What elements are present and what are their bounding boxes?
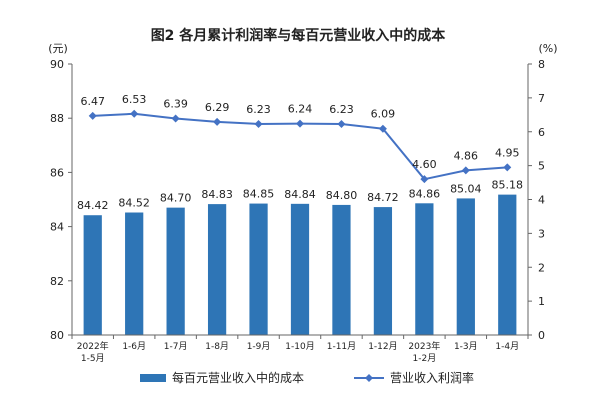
line-data-label: 6.47 xyxy=(80,95,105,108)
line-marker xyxy=(337,119,346,128)
right-tick-label: 6 xyxy=(538,126,545,139)
line-series xyxy=(88,109,512,184)
x-tick-label: 2022年 xyxy=(77,340,109,352)
right-tick-label: 5 xyxy=(538,160,545,173)
line-data-label: 4.60 xyxy=(412,158,437,171)
line-data-label: 6.24 xyxy=(288,103,313,116)
line-marker xyxy=(213,117,222,126)
x-tick-label: 1-11月 xyxy=(327,341,356,352)
right-tick-label: 3 xyxy=(538,227,545,240)
bar xyxy=(415,203,434,335)
x-tick-label: 1-9月 xyxy=(247,341,271,352)
x-tick-label: 1-2月 xyxy=(413,353,437,364)
bar xyxy=(290,203,310,335)
line-marker xyxy=(296,119,304,128)
left-tick-label: 80 xyxy=(50,329,64,342)
legend: 每百元营业收入中的成本 营业收入利润率 xyxy=(140,370,474,385)
bar-data-labels: 84.42 84.52 84.70 84.83 84.85 84.84 84.80 84.72… xyxy=(77,179,523,213)
line-data-label: 6.39 xyxy=(163,98,188,111)
legend-bar-swatch xyxy=(140,374,166,382)
bar-data-label: 84.85 xyxy=(243,188,275,201)
bar-data-label: 85.18 xyxy=(492,179,524,192)
line-data-label: 6.09 xyxy=(371,108,396,121)
bar xyxy=(249,203,268,335)
line-marker xyxy=(461,166,470,175)
bar-series xyxy=(83,194,517,335)
x-tick-label: 1-6月 xyxy=(122,341,146,352)
bar xyxy=(166,207,185,335)
right-tick-label: 0 xyxy=(538,329,545,342)
left-tick-label: 88 xyxy=(50,112,64,125)
legend-bar-label: 每百元营业收入中的成本 xyxy=(172,370,304,385)
right-tick-label: 4 xyxy=(538,194,545,207)
bar-data-label: 84.84 xyxy=(284,188,316,201)
line-marker xyxy=(88,111,97,120)
line-marker xyxy=(420,175,429,184)
bar xyxy=(373,207,393,335)
left-tick-label: 84 xyxy=(50,221,64,234)
line-marker xyxy=(503,163,512,172)
bar xyxy=(83,215,102,335)
line-marker xyxy=(171,114,180,123)
x-tick-label: 1-12月 xyxy=(368,341,397,352)
line-data-label: 6.23 xyxy=(329,103,354,116)
bar-data-label: 85.04 xyxy=(450,182,482,195)
bar-data-label: 84.70 xyxy=(160,192,192,205)
x-tick-label: 1-5月 xyxy=(81,353,105,364)
line-marker xyxy=(254,119,263,128)
legend-line-marker xyxy=(365,374,373,382)
left-tick-label: 90 xyxy=(50,58,64,71)
line-data-labels: 6.47 6.53 6.39 6.29 6.23 6.24 6.23 6.09 4.60 4.86… xyxy=(80,93,519,171)
bar xyxy=(125,212,144,335)
x-tick-label: 1-7月 xyxy=(164,341,188,352)
bar xyxy=(207,204,227,335)
line-data-label: 6.23 xyxy=(246,103,271,116)
legend-line-label: 营业收入利润率 xyxy=(390,370,474,385)
left-axis-unit: (元) xyxy=(48,42,68,55)
x-tick-label: 1-3月 xyxy=(454,341,478,352)
right-axis-unit: (%) xyxy=(538,42,557,55)
bar-data-label: 84.42 xyxy=(77,199,109,212)
bar xyxy=(456,198,475,335)
bar-data-label: 84.86 xyxy=(409,187,441,200)
line-marker xyxy=(130,109,139,118)
x-tick-label: 1-8月 xyxy=(205,341,229,352)
bar-data-label: 84.52 xyxy=(118,197,150,210)
left-tick-label: 86 xyxy=(50,166,64,179)
bar-data-label: 84.72 xyxy=(367,191,399,204)
right-tick-label: 1 xyxy=(538,295,545,308)
bar xyxy=(498,194,517,335)
x-tick-label: 2023年 xyxy=(408,340,440,352)
right-tick-label: 2 xyxy=(538,261,545,274)
line-data-label: 6.53 xyxy=(122,93,147,106)
left-tick-label: 82 xyxy=(50,275,64,288)
bar-data-label: 84.80 xyxy=(326,189,358,202)
right-tick-label: 8 xyxy=(538,58,545,71)
bar xyxy=(332,204,351,335)
line-data-label: 6.29 xyxy=(205,101,230,114)
x-tick-label: 1-4月 xyxy=(495,341,519,352)
bar-data-label: 84.83 xyxy=(201,188,233,201)
right-tick-label: 7 xyxy=(538,92,545,105)
x-tick-label: 1-10月 xyxy=(285,341,314,352)
line-marker xyxy=(378,124,387,133)
line-data-label: 4.95 xyxy=(495,146,520,159)
line-data-label: 4.86 xyxy=(454,149,479,162)
chart-title: 图2 各月累计利润率与每百元营业收入中的成本 xyxy=(151,27,447,44)
